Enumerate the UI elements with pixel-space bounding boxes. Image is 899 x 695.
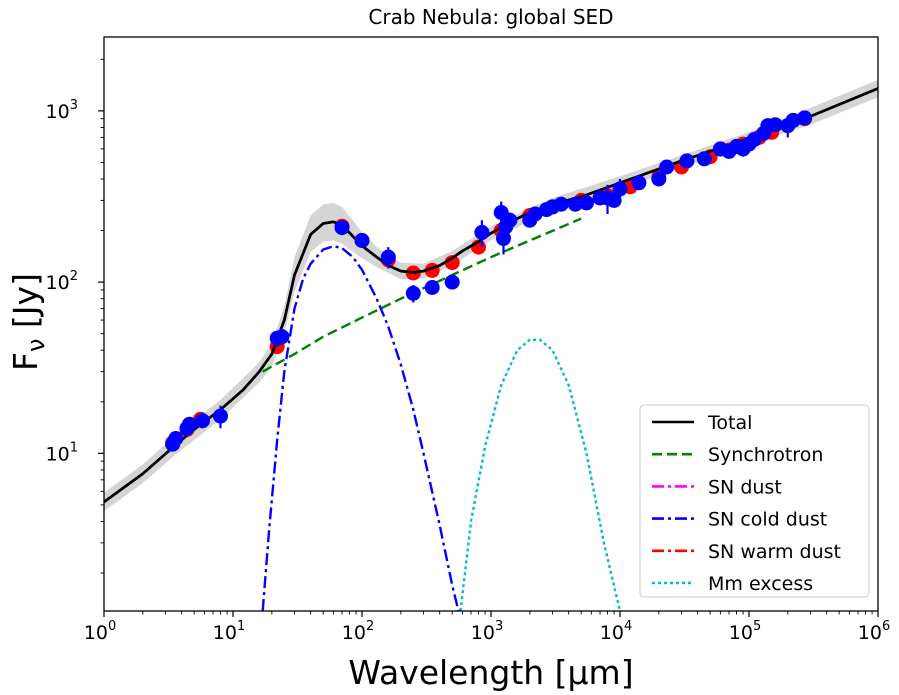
- observed-point: [380, 249, 396, 265]
- observed-point: [579, 195, 594, 211]
- x-tick-label: 105: [729, 619, 761, 644]
- observed-point: [405, 285, 421, 301]
- legend: Total Synchrotron SN dust SN cold dust SN wa…: [639, 404, 870, 598]
- y-axis-label-subscript: ν: [22, 339, 50, 352]
- observed-point: [567, 196, 583, 212]
- axes-layer: 100 101 102 103 104 105 106 101 102 103: [46, 58, 890, 644]
- observed-point: [213, 408, 228, 424]
- observed-point: [424, 280, 440, 295]
- x-tick-label: 106: [858, 619, 890, 644]
- observed-point: [553, 196, 569, 212]
- series-line-mm_excess: [459, 338, 622, 611]
- observed-point: [785, 112, 801, 128]
- series-line-sn_cold_dust: [261, 245, 460, 611]
- observed-point: [444, 274, 460, 290]
- observed-point: [354, 233, 370, 248]
- observed-point: [168, 431, 184, 446]
- legend-label-sn_warm_dust: SN warm dust: [708, 541, 841, 563]
- y-axis-label-main: F: [6, 352, 45, 371]
- observed-point: [631, 175, 647, 191]
- x-tick-label: 102: [342, 619, 374, 644]
- observed-point: [502, 212, 518, 228]
- observed-point: [651, 171, 667, 187]
- observed-point: [696, 151, 712, 167]
- x-tick-label: 104: [600, 619, 632, 644]
- observed-point: [496, 230, 511, 246]
- observed-point: [612, 181, 628, 197]
- legend-label-sn_cold_dust: SN cold dust: [708, 509, 827, 531]
- observed-point: [274, 329, 290, 345]
- data-points-layer: [104, 87, 878, 504]
- observed-point: [527, 206, 543, 222]
- x-tick-label: 101: [213, 619, 245, 644]
- y-tick-label: 103: [46, 98, 78, 123]
- x-tick-label: 100: [84, 619, 116, 644]
- observed-point: [182, 416, 197, 432]
- observed-point: [334, 220, 350, 236]
- observed-point: [606, 192, 622, 208]
- observed-point: [797, 110, 813, 126]
- legend-label-mm_excess: Mm excess: [708, 573, 813, 595]
- series-line-synchrotron: [262, 217, 582, 373]
- y-axis-label-unit: [Jy]: [6, 273, 45, 339]
- x-tick-label: 103: [471, 619, 503, 644]
- observed-point: [679, 153, 695, 169]
- legend-label-total: Total: [707, 412, 752, 434]
- x-axis-label: Wavelength [μm]: [348, 653, 633, 692]
- y-axis-label: Fν [Jy]: [6, 273, 50, 371]
- observed-point: [474, 224, 490, 240]
- legend-label-synchrotron: Synchrotron: [708, 444, 823, 466]
- y-tick-label: 101: [46, 440, 78, 465]
- observed-point: [659, 159, 675, 175]
- observed-point: [767, 117, 783, 133]
- legend-box: [639, 404, 870, 598]
- observed-point: [195, 413, 210, 429]
- legend-label-sn_dust: SN dust: [708, 476, 782, 498]
- chart-title: Crab Nebula: global SED: [368, 5, 613, 29]
- y-tick-label: 102: [46, 269, 78, 294]
